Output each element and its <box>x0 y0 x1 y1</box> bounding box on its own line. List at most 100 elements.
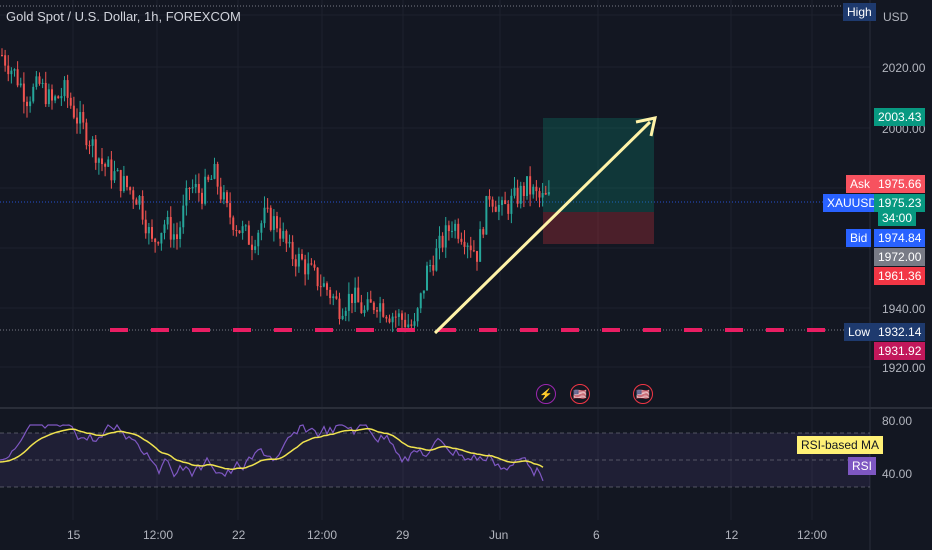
candle-body <box>444 225 447 248</box>
candle-body <box>251 244 253 250</box>
candle-body <box>347 293 350 311</box>
candle-body <box>260 223 263 233</box>
candle-body <box>276 216 278 229</box>
candle-body <box>107 159 110 167</box>
candle-body <box>516 187 519 204</box>
candle-body <box>160 232 163 244</box>
candle-body <box>132 190 135 200</box>
candle-body <box>235 229 238 231</box>
candle-body <box>219 186 222 200</box>
candle-body <box>472 250 475 252</box>
candle-body <box>166 217 169 225</box>
candle-body <box>360 302 363 314</box>
candle-body <box>544 192 547 195</box>
candle-body <box>138 196 141 205</box>
candle-body <box>488 196 491 200</box>
candle-body <box>257 232 260 247</box>
candle-body <box>119 170 122 192</box>
us-flag-icon[interactable]: 🇺🇸 <box>570 384 590 404</box>
candle-body <box>385 316 388 319</box>
candle-body <box>163 224 166 233</box>
candle-body <box>44 82 47 105</box>
candle-body <box>72 105 75 118</box>
candle-body <box>316 267 319 287</box>
candle-body <box>185 187 188 206</box>
candle-body <box>54 96 57 101</box>
rsi-ma-line <box>0 427 544 471</box>
us-flag-icon[interactable]: 🇺🇸 <box>633 384 653 404</box>
candle-body <box>541 192 544 198</box>
candle-body <box>372 302 375 311</box>
candle-body <box>69 97 72 106</box>
candle-body <box>76 117 78 124</box>
candle-body <box>1 55 3 56</box>
trend-arrow <box>433 120 652 335</box>
candle-body <box>494 206 497 212</box>
price-tick: 1920.00 <box>882 361 926 375</box>
candle-body <box>16 69 19 86</box>
candle-body <box>282 231 285 239</box>
candle-body <box>335 296 338 299</box>
candle-body <box>322 283 325 287</box>
candle-body <box>432 265 435 271</box>
candle-body <box>301 253 303 260</box>
candle-body <box>404 319 407 328</box>
candle-body <box>304 259 307 275</box>
candle-body <box>419 293 422 309</box>
candle-body <box>13 69 16 71</box>
candle-body <box>154 238 157 243</box>
candle-body <box>294 259 297 267</box>
candle-body <box>110 159 113 181</box>
target-zone <box>543 118 654 212</box>
candle-body <box>97 158 100 163</box>
time-tick: 12:00 <box>307 528 338 542</box>
candle-body <box>94 139 97 163</box>
stop-badge: 1972.00 <box>874 248 926 266</box>
rsi-badge: RSI <box>848 457 877 475</box>
candle-body <box>394 316 397 318</box>
candle-body <box>179 227 182 239</box>
candle-body <box>332 296 335 299</box>
candle-body <box>210 178 213 180</box>
candle-body <box>82 112 85 123</box>
candle-body <box>454 223 457 231</box>
low-badge: Low <box>844 323 875 341</box>
candle-body <box>197 183 200 193</box>
candle-body <box>66 80 69 98</box>
candle-body <box>344 310 347 316</box>
candle-body <box>147 227 150 234</box>
stop2-badge: 1961.36 <box>874 267 926 285</box>
candle-body <box>47 89 50 105</box>
candle-body <box>379 303 382 312</box>
candle-body <box>129 187 132 191</box>
candle-body <box>326 283 328 290</box>
candle-body <box>91 139 94 146</box>
candle-body <box>41 82 44 84</box>
candle-body <box>122 176 125 192</box>
candle-body <box>169 217 172 240</box>
target-price-badge: 2003.43 <box>874 108 926 126</box>
candle-body <box>460 238 463 242</box>
candle-body <box>319 286 322 288</box>
candle-body <box>547 192 550 195</box>
candle-body <box>144 219 147 234</box>
time-tick: 29 <box>396 528 410 542</box>
candle-body <box>416 308 419 322</box>
rsi-ma-badge: RSI-based MA <box>797 436 884 454</box>
candle-body <box>469 245 472 251</box>
candle-body <box>369 299 372 303</box>
candle-body <box>522 185 525 197</box>
candle-body <box>10 70 13 75</box>
candle-body <box>151 227 153 239</box>
candle-body <box>529 176 532 195</box>
time-tick: 15 <box>67 528 81 542</box>
lightning-icon[interactable]: ⚡ <box>536 384 556 404</box>
candle-body <box>60 96 63 99</box>
time-tick: 22 <box>232 528 246 542</box>
low2-badge: 1931.92 <box>874 342 926 360</box>
candle-body <box>410 324 413 326</box>
candle-body <box>88 145 91 147</box>
candle-body <box>19 83 22 86</box>
candle-body <box>232 217 235 230</box>
